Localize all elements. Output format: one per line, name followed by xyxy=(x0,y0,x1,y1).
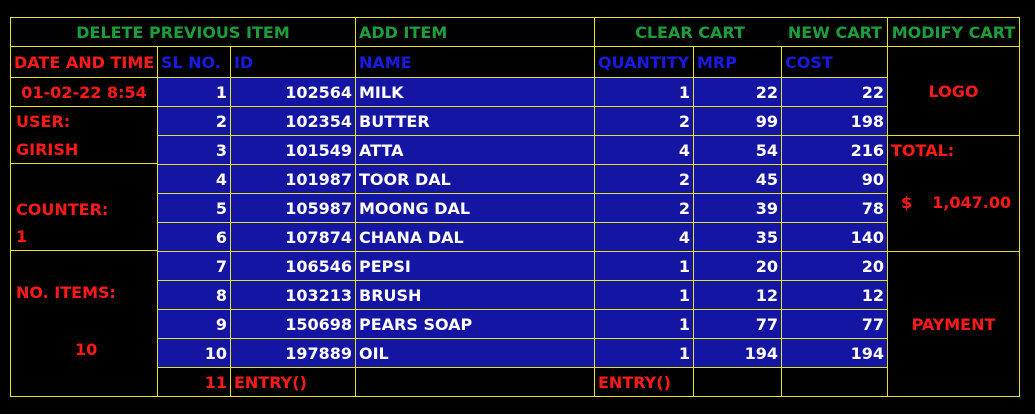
cell-quantity: 4 xyxy=(594,222,694,252)
mrp-entry-cell xyxy=(693,367,782,397)
date-label: DATE AND TIME xyxy=(10,46,158,78)
cell-cost: 198 xyxy=(781,106,888,136)
cell-id: 101549 xyxy=(230,135,356,165)
cell-id: 102354 xyxy=(230,106,356,136)
col-quantity: QUANTITY xyxy=(594,46,694,78)
items-label: NO. ITEMS: xyxy=(16,282,116,302)
cell-name: MOONG DAL xyxy=(355,193,595,223)
cell-sl-no: 7 xyxy=(157,251,231,281)
cell-cost: 90 xyxy=(781,164,888,194)
user-label: USER: xyxy=(16,111,71,131)
cell-name: MILK xyxy=(355,77,595,107)
new-cart-button[interactable]: NEW CART xyxy=(787,22,883,42)
counter-label: COUNTER: xyxy=(16,200,109,219)
user-value: GIRISH xyxy=(16,139,79,159)
cell-mrp: 12 xyxy=(693,280,782,310)
cell-cost: 22 xyxy=(781,77,888,107)
cell-cost: 140 xyxy=(781,222,888,252)
add-item-button[interactable]: ADD ITEM xyxy=(355,17,595,47)
cell-sl-no: 3 xyxy=(157,135,231,165)
cell-cost: 194 xyxy=(781,338,888,368)
cell-sl-no: 9 xyxy=(157,309,231,339)
cell-mrp: 22 xyxy=(693,77,782,107)
cell-sl-no: 2 xyxy=(157,106,231,136)
total-box: TOTAL: $ 1,047.00 xyxy=(887,135,1020,252)
cell-quantity: 1 xyxy=(594,338,694,368)
logo: LOGO xyxy=(887,46,1020,136)
cell-name: BUTTER xyxy=(355,106,595,136)
cell-sl-no: 6 xyxy=(157,222,231,252)
cell-mrp: 54 xyxy=(693,135,782,165)
cell-sl-no: 10 xyxy=(157,338,231,368)
cell-id: 106546 xyxy=(230,251,356,281)
cell-quantity: 1 xyxy=(594,280,694,310)
date-value: 01-02-22 8:54 xyxy=(10,77,158,107)
entry-sl-no: 11 xyxy=(157,367,231,397)
cell-sl-no: 5 xyxy=(157,193,231,223)
cell-name: PEPSI xyxy=(355,251,595,281)
cell-cost: 216 xyxy=(781,135,888,165)
counter-value: 1 xyxy=(16,227,28,246)
cell-mrp: 39 xyxy=(693,193,782,223)
cell-id: 103213 xyxy=(230,280,356,310)
cell-name: TOOR DAL xyxy=(355,164,595,194)
col-sl-no: SL NO. xyxy=(157,46,231,78)
modify-cart-button[interactable]: MODIFY CART xyxy=(887,17,1020,47)
cell-quantity: 1 xyxy=(594,251,694,281)
total-value: 1,047.00 xyxy=(932,193,1012,212)
counter-box: COUNTER: 1 xyxy=(10,163,158,251)
delete-previous-item-button[interactable]: DELETE PREVIOUS ITEM xyxy=(10,17,356,47)
cell-quantity: 2 xyxy=(594,106,694,136)
cell-sl-no: 1 xyxy=(157,77,231,107)
cell-id: 105987 xyxy=(230,193,356,223)
cell-id: 101987 xyxy=(230,164,356,194)
cell-quantity: 2 xyxy=(594,193,694,223)
cell-mrp: 99 xyxy=(693,106,782,136)
cell-mrp: 35 xyxy=(693,222,782,252)
cell-mrp: 20 xyxy=(693,251,782,281)
cell-cost: 20 xyxy=(781,251,888,281)
cell-cost: 78 xyxy=(781,193,888,223)
cell-quantity: 4 xyxy=(594,135,694,165)
col-id: ID xyxy=(230,46,356,78)
currency-symbol: $ xyxy=(901,193,913,212)
cell-mrp: 77 xyxy=(693,309,782,339)
user-box: USER: GIRISH xyxy=(10,106,158,164)
cell-cost: 77 xyxy=(781,309,888,339)
col-name: NAME xyxy=(355,46,595,78)
cell-quantity: 1 xyxy=(594,309,694,339)
items-box: NO. ITEMS: 10 xyxy=(10,250,158,397)
col-cost: COST xyxy=(781,46,888,78)
payment-button[interactable]: PAYMENT xyxy=(887,251,1020,397)
cell-name: ATTA xyxy=(355,135,595,165)
cell-id: 102564 xyxy=(230,77,356,107)
quantity-entry-input[interactable]: ENTRY() xyxy=(594,367,694,397)
name-entry-cell xyxy=(355,367,595,397)
total-label: TOTAL: xyxy=(891,141,955,160)
cell-name: OIL xyxy=(355,338,595,368)
cell-name: PEARS SOAP xyxy=(355,309,595,339)
cell-name: BRUSH xyxy=(355,280,595,310)
cell-id: 150698 xyxy=(230,309,356,339)
total-amount: $ 1,047.00 xyxy=(891,193,1011,212)
cell-name: CHANA DAL xyxy=(355,222,595,252)
col-mrp: MRP xyxy=(693,46,782,78)
id-entry-input[interactable]: ENTRY() xyxy=(230,367,356,397)
cell-mrp: 194 xyxy=(693,338,782,368)
items-value: 10 xyxy=(75,339,98,359)
cell-quantity: 1 xyxy=(594,77,694,107)
cost-entry-cell xyxy=(781,367,888,397)
cell-sl-no: 8 xyxy=(157,280,231,310)
cell-mrp: 45 xyxy=(693,164,782,194)
cell-sl-no: 4 xyxy=(157,164,231,194)
cell-quantity: 2 xyxy=(594,164,694,194)
clear-cart-button[interactable]: CLEAR CART xyxy=(635,22,745,42)
cell-cost: 12 xyxy=(781,280,888,310)
cell-id: 107874 xyxy=(230,222,356,252)
cell-id: 197889 xyxy=(230,338,356,368)
